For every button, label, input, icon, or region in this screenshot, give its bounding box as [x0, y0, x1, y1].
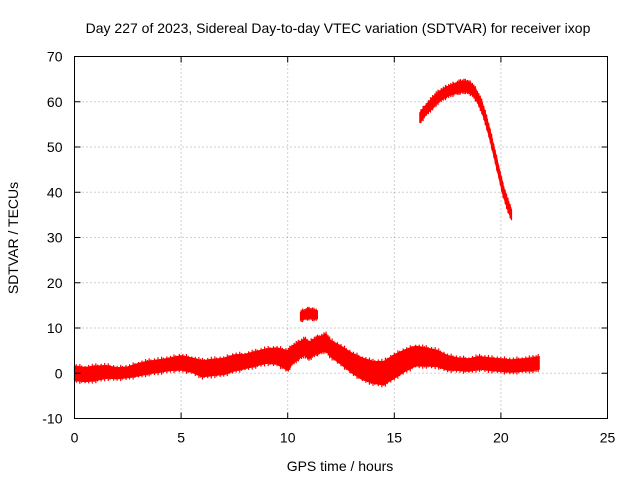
- y-tick-label-6: 50: [47, 139, 63, 155]
- y-tick-label-8: 70: [47, 49, 63, 65]
- y-tick-label-7: 60: [47, 94, 63, 110]
- y-tick-label-0: -10: [42, 411, 62, 427]
- x-tick-label-1: 5: [177, 430, 185, 446]
- data-series: [75, 79, 540, 388]
- y-tick-label-1: 0: [55, 365, 63, 381]
- series-0: [75, 332, 540, 388]
- x-tick-label-2: 10: [280, 430, 296, 446]
- y-tick-label-3: 20: [47, 275, 63, 291]
- y-axis-label: SDTVAR / TECUs: [5, 182, 21, 294]
- chart-title: Day 227 of 2023, Sidereal Day-to-day VTE…: [86, 20, 591, 36]
- x-tick-label-4: 20: [493, 430, 509, 446]
- x-tick-label-5: 25: [600, 430, 616, 446]
- axis-ticks: 0 5 10 15 20 25 -10 0 10 20 30 40 50 60 70: [42, 49, 615, 446]
- series-1: [300, 307, 317, 322]
- series-2: [420, 79, 512, 220]
- chart: 0 5 10 15 20 25 -10 0 10 20 30 40 50 60 70 Day 227 of …: [0, 0, 640, 480]
- y-tick-label-5: 40: [47, 184, 63, 200]
- x-tick-label-3: 15: [387, 430, 403, 446]
- x-tick-label-0: 0: [71, 430, 79, 446]
- y-tick-label-2: 10: [47, 320, 63, 336]
- y-tick-label-4: 30: [47, 230, 63, 246]
- x-axis-label: GPS time / hours: [287, 458, 394, 474]
